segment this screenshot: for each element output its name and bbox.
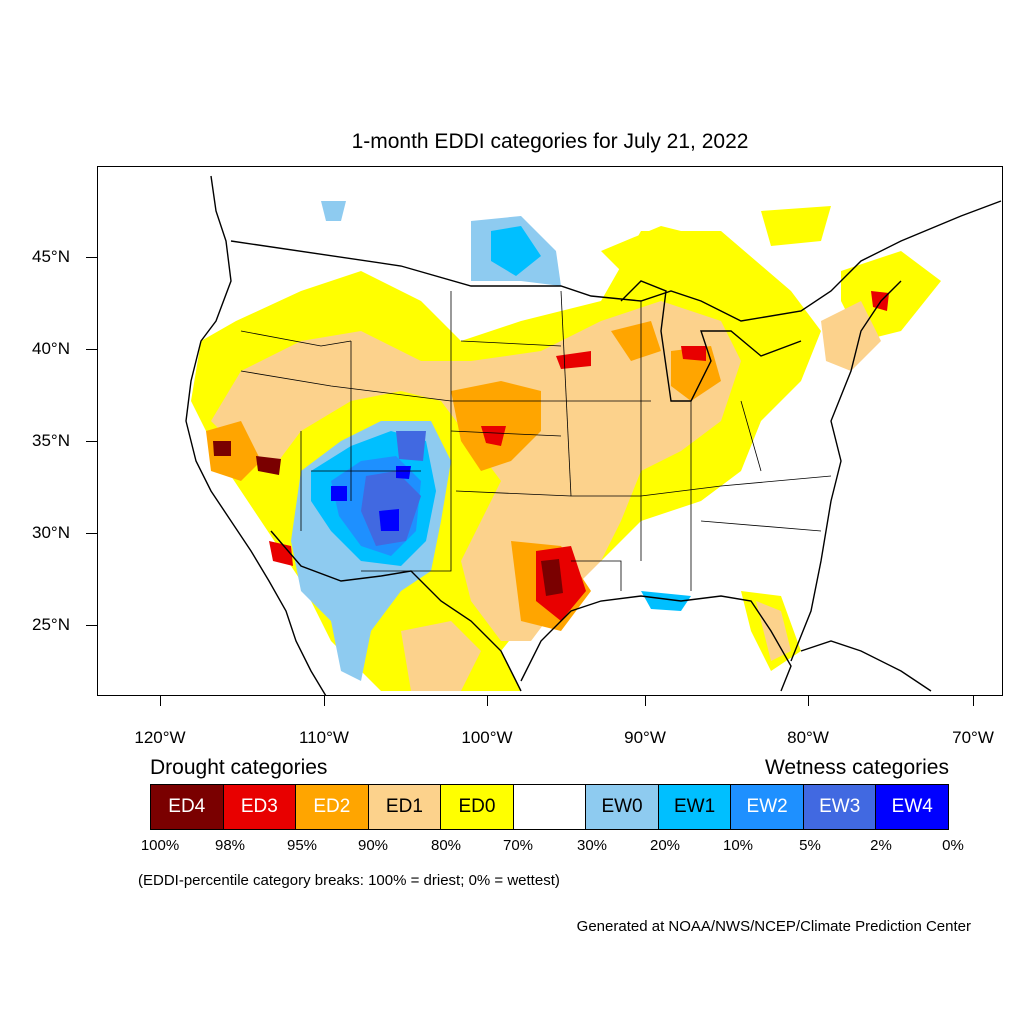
percent-break: 30% <box>576 837 608 854</box>
boundaries <box>185 175 1002 695</box>
percent-break: 100% <box>140 837 180 854</box>
percent-break: 0% <box>942 837 964 854</box>
legend-cell-ed2: ED2 <box>296 785 369 829</box>
percent-break: 5% <box>799 837 821 854</box>
cuba <box>800 640 932 692</box>
lat-label: 40°N <box>32 339 70 358</box>
legend-cell-ew2: EW2 <box>731 785 804 829</box>
lon-label: 70°W <box>952 728 994 747</box>
lon-label: 80°W <box>787 728 829 747</box>
footnote: (EDDI-percentile category breaks: 100% =… <box>138 872 560 889</box>
drought-categories-title: Drought categories <box>150 756 328 779</box>
lon-tick <box>160 696 161 706</box>
ed4-region <box>213 441 563 596</box>
lat-tick <box>86 625 97 626</box>
lon-label: 110°W <box>299 728 349 747</box>
percent-break: 90% <box>357 837 389 854</box>
conus-map <box>185 175 1002 695</box>
percent-break: 95% <box>286 837 318 854</box>
percent-break: 20% <box>649 837 681 854</box>
legend-cell-ew0: EW0 <box>586 785 659 829</box>
lon-tick <box>808 696 809 706</box>
state-borders <box>240 290 832 591</box>
legend-cell-ed3: ED3 <box>223 785 297 829</box>
lat-tick <box>86 533 97 534</box>
lat-tick <box>86 257 97 258</box>
lon-tick <box>324 696 325 706</box>
ew3-region <box>361 431 426 546</box>
percent-break: 80% <box>430 837 462 854</box>
lat-label: 30°N <box>32 523 70 542</box>
map-title: 1-month EDDI categories for July 21, 202… <box>351 130 749 153</box>
lon-tick <box>973 696 974 706</box>
legend-cell-neutral <box>513 785 587 829</box>
lat-label: 35°N <box>32 431 70 450</box>
lon-tick <box>645 696 646 706</box>
legend-cell-ew4: EW4 <box>876 785 949 829</box>
wetness-categories-title: Wetness categories <box>764 756 949 779</box>
lon-label: 90°W <box>624 728 666 747</box>
lat-tick <box>86 441 97 442</box>
credit-line: Generated at NOAA/NWS/NCEP/Climate Predi… <box>576 918 971 935</box>
map-frame <box>97 166 1003 696</box>
lat-label: 25°N <box>32 615 70 634</box>
legend-cell-ed1: ED1 <box>368 785 442 829</box>
legend-cell-ew3: EW3 <box>803 785 877 829</box>
legend-cell-ed4: ED4 <box>151 785 224 829</box>
percent-break: 10% <box>722 837 754 854</box>
legend-cell-ew1: EW1 <box>658 785 732 829</box>
ed1-region <box>211 301 881 691</box>
percent-break: 2% <box>870 837 892 854</box>
percent-break: 98% <box>214 837 246 854</box>
lat-label: 45°N <box>32 247 70 266</box>
category-legend: ED4 ED3 ED2 ED1 ED0 EW0 EW1 EW2 EW3 EW4 <box>150 784 949 830</box>
lat-tick <box>86 349 97 350</box>
percent-break: 70% <box>502 837 534 854</box>
lon-label: 120°W <box>134 728 186 747</box>
lon-label: 100°W <box>461 728 513 747</box>
ew4-region <box>331 466 411 531</box>
legend-cell-ed0: ED0 <box>441 785 514 829</box>
lon-tick <box>487 696 488 706</box>
